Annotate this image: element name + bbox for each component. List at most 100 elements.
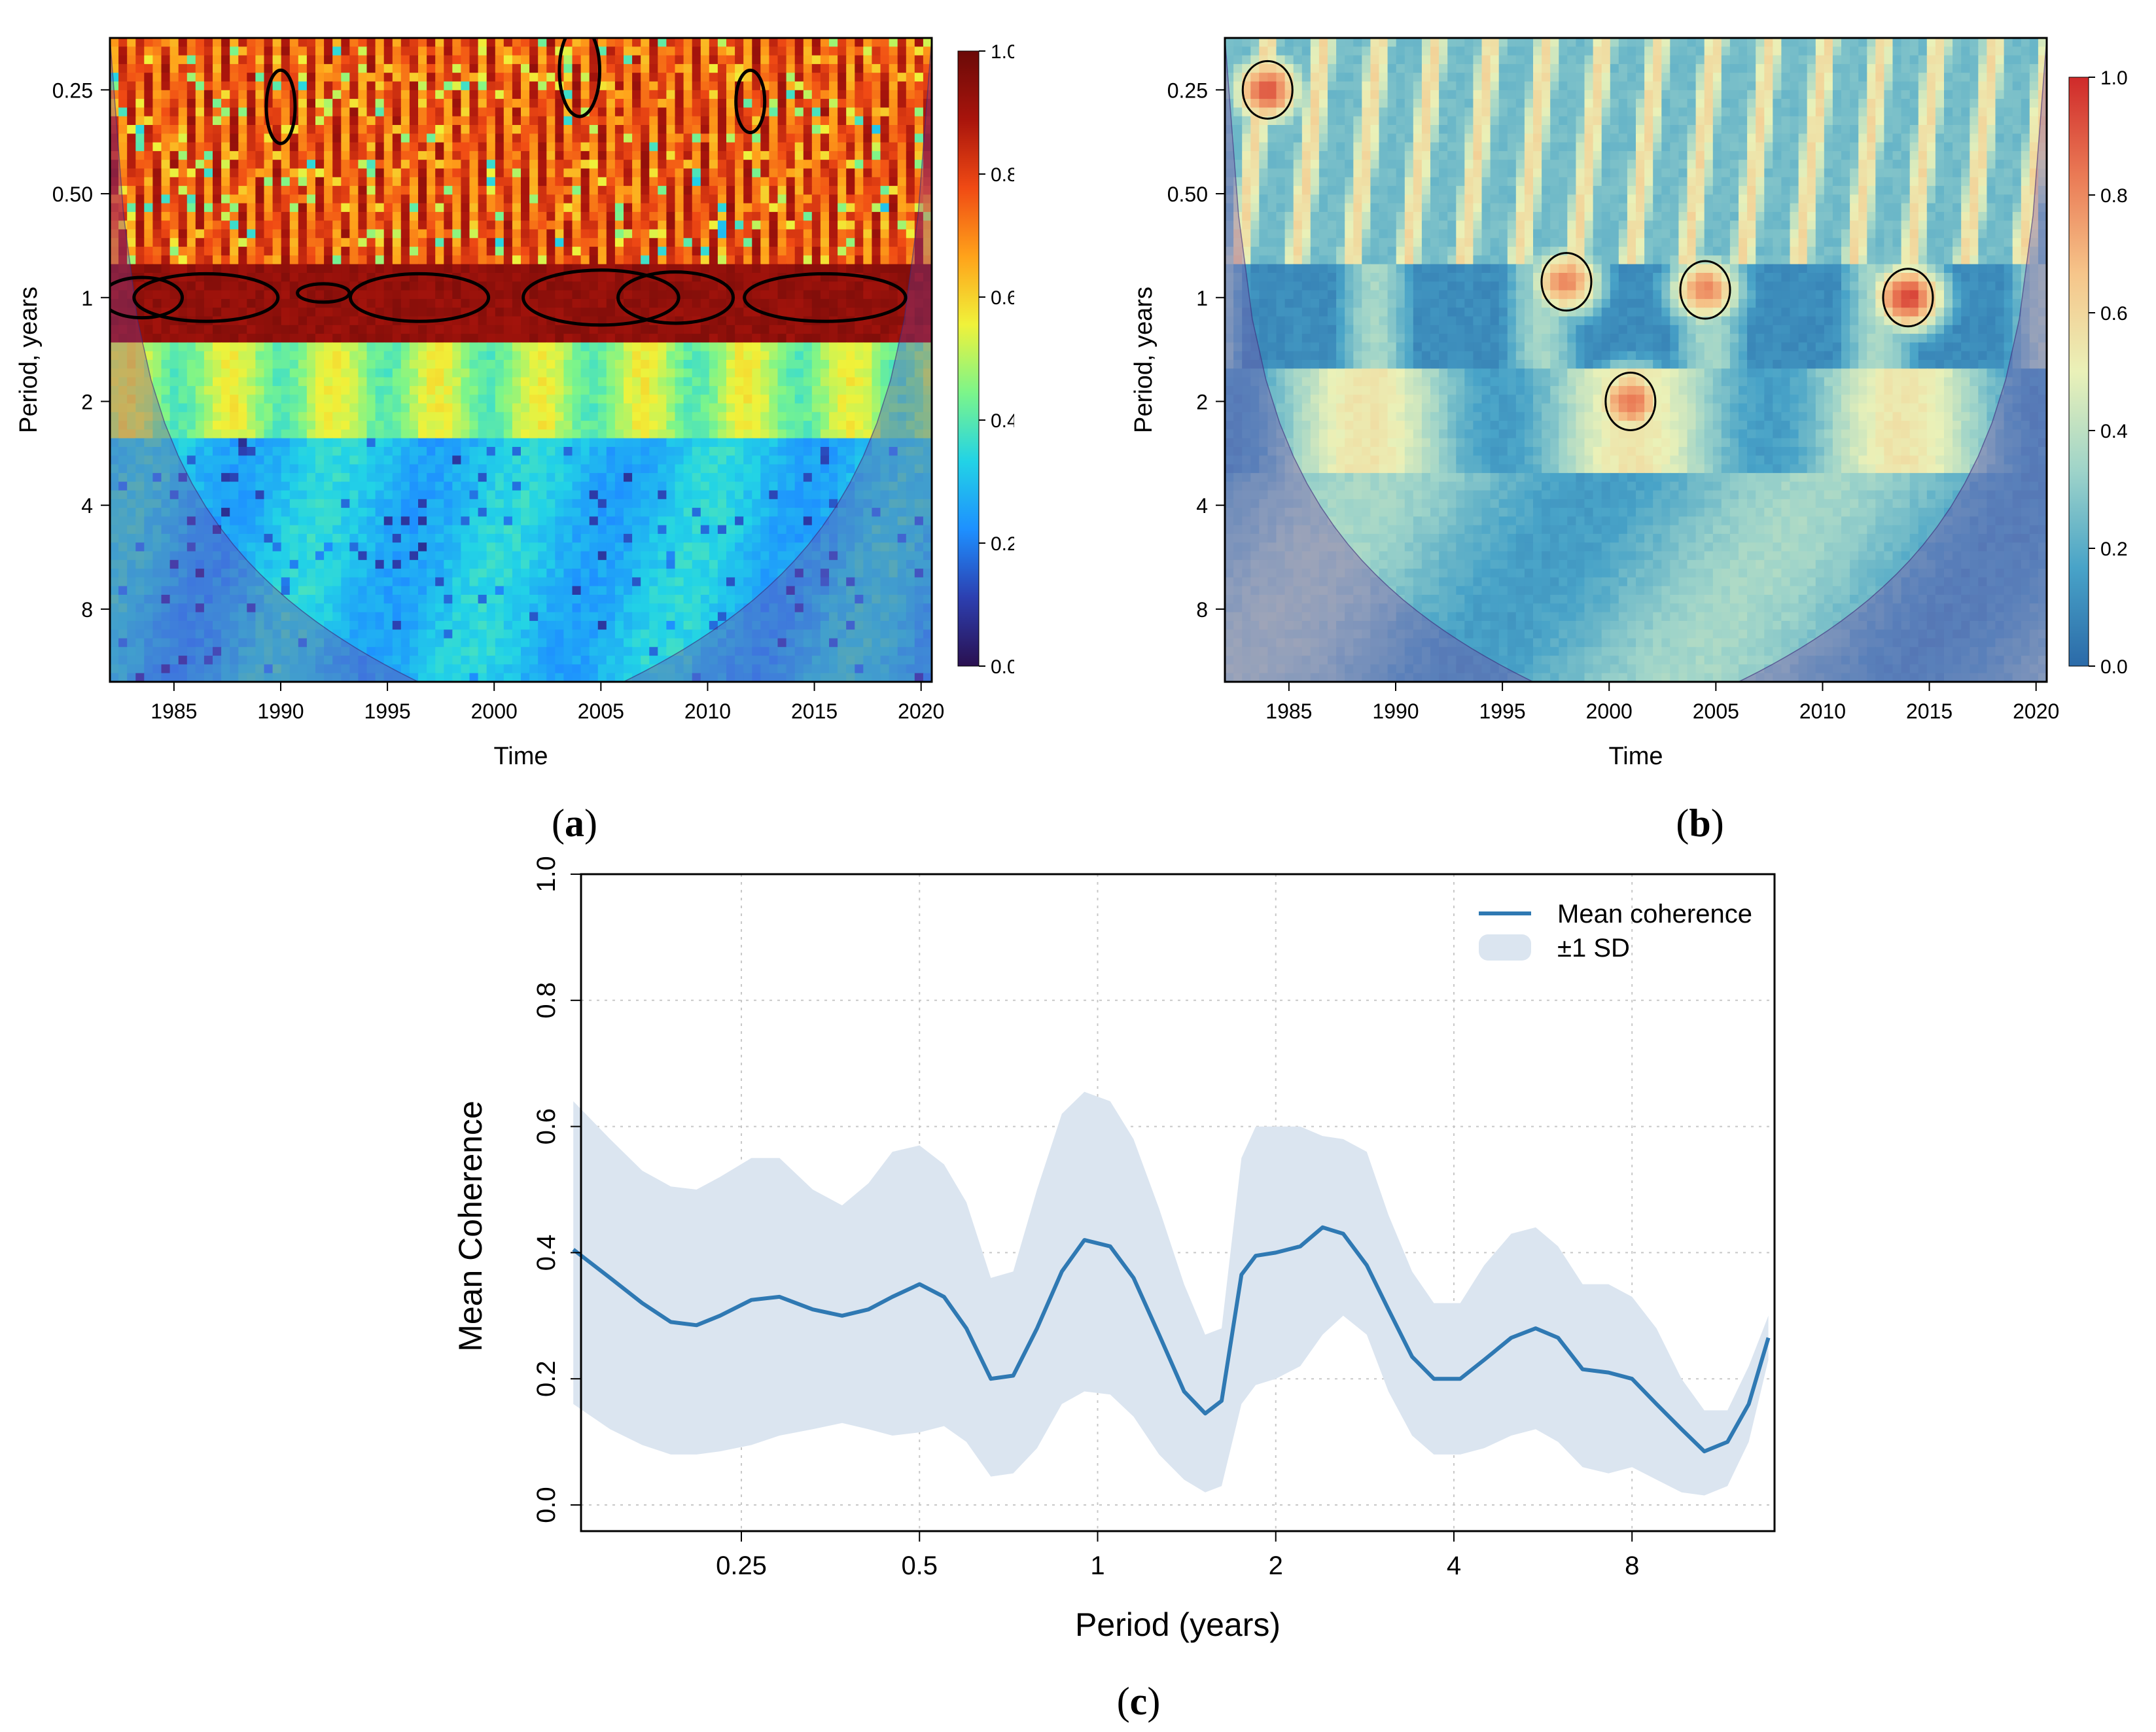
heatmap-cell bbox=[452, 177, 462, 186]
heatmap-cell bbox=[717, 438, 727, 448]
heatmap-cell bbox=[281, 125, 291, 135]
heatmap-cell bbox=[597, 482, 607, 491]
heatmap-cell bbox=[409, 429, 419, 439]
heatmap-cell bbox=[383, 160, 393, 169]
heatmap-cell bbox=[383, 125, 393, 135]
heatmap-cell bbox=[803, 125, 813, 135]
heatmap-cell bbox=[127, 334, 137, 344]
heatmap-cell bbox=[777, 238, 787, 247]
heatmap-cell bbox=[846, 211, 856, 221]
heatmap-cell bbox=[658, 46, 667, 56]
heatmap-cell bbox=[478, 273, 487, 283]
heatmap-cell bbox=[863, 482, 873, 491]
heatmap-cell bbox=[247, 368, 256, 378]
heatmap-cell bbox=[383, 116, 393, 126]
heatmap-cell bbox=[597, 298, 607, 308]
heatmap-cell bbox=[118, 464, 128, 474]
heatmap-cell bbox=[306, 447, 316, 457]
heatmap-cell bbox=[178, 447, 188, 457]
heatmap-cell bbox=[444, 385, 453, 395]
heatmap-cell bbox=[118, 238, 128, 247]
heatmap-cell bbox=[666, 55, 676, 65]
heatmap-cell bbox=[203, 133, 213, 143]
heatmap-cell bbox=[863, 107, 873, 117]
heatmap-cell bbox=[897, 168, 907, 178]
heatmap-cell bbox=[546, 90, 556, 99]
heatmap-cell bbox=[469, 38, 479, 48]
heatmap-cell bbox=[118, 334, 128, 344]
heatmap-cell bbox=[649, 99, 659, 109]
heatmap-cell bbox=[247, 281, 256, 291]
heatmap-cell bbox=[872, 247, 881, 256]
heatmap-cell bbox=[717, 472, 727, 482]
heatmap-cell bbox=[495, 116, 504, 126]
heatmap-cell bbox=[914, 211, 924, 221]
heatmap-cell bbox=[803, 351, 813, 361]
heatmap-cell bbox=[786, 221, 796, 230]
heatmap-cell bbox=[315, 116, 325, 126]
heatmap-cell bbox=[555, 99, 565, 109]
panel-a: 0.25 0.50 1 2 4 8 1985 1990 1995 2000 2005 2010 201… bbox=[0, 0, 1018, 818]
heatmap-cell bbox=[444, 334, 453, 344]
heatmap-cell bbox=[444, 211, 453, 221]
heatmap-cell bbox=[641, 438, 650, 448]
heatmap-cell bbox=[846, 168, 856, 178]
heatmap-cell bbox=[641, 464, 650, 474]
heatmap-cell bbox=[375, 90, 385, 99]
heatmap-cell bbox=[203, 264, 213, 274]
heatmap-cell bbox=[538, 46, 548, 56]
heatmap-cell bbox=[521, 238, 530, 247]
heatmap-cell bbox=[135, 472, 145, 482]
heatmap-cell bbox=[794, 203, 804, 213]
heatmap-cell bbox=[683, 308, 693, 317]
heatmap-cell bbox=[641, 472, 650, 482]
heatmap-cell bbox=[127, 160, 137, 169]
heatmap-cell bbox=[760, 429, 770, 439]
heatmap-cell bbox=[349, 412, 359, 421]
heatmap-cell bbox=[144, 490, 154, 500]
heatmap-cell bbox=[332, 429, 342, 439]
heatmap-cell bbox=[461, 194, 470, 204]
heatmap-cell bbox=[538, 73, 548, 82]
heatmap-cell bbox=[366, 160, 376, 169]
heatmap-cell bbox=[838, 81, 847, 91]
heatmap-cell bbox=[597, 290, 607, 300]
heatmap-cell bbox=[203, 472, 213, 482]
heatmap-cell bbox=[452, 81, 462, 91]
heatmap-cell bbox=[444, 142, 453, 152]
heatmap-cell bbox=[400, 377, 410, 387]
heatmap-cell bbox=[427, 412, 436, 421]
heatmap-cell bbox=[803, 90, 813, 99]
heatmap-cell bbox=[811, 342, 821, 352]
heatmap-cell bbox=[213, 133, 222, 143]
heatmap-cell bbox=[649, 298, 659, 308]
heatmap-cell bbox=[546, 438, 556, 448]
heatmap-cell bbox=[597, 255, 607, 265]
heatmap-cell bbox=[889, 133, 898, 143]
heatmap-cell bbox=[589, 273, 599, 283]
heatmap-cell bbox=[641, 412, 650, 421]
heatmap-cell bbox=[161, 73, 171, 82]
heatmap-cell bbox=[478, 46, 487, 56]
heatmap-cell bbox=[444, 116, 453, 126]
heatmap-cell bbox=[717, 298, 727, 308]
heatmap-cell bbox=[855, 472, 864, 482]
heatmap-cell bbox=[624, 229, 633, 239]
heatmap-cell bbox=[846, 90, 856, 99]
heatmap-cell bbox=[838, 385, 847, 395]
heatmap-cell bbox=[649, 133, 659, 143]
heatmap-cell bbox=[820, 63, 830, 73]
heatmap-cell bbox=[281, 368, 291, 378]
heatmap-cell bbox=[580, 194, 590, 204]
heatmap-cell bbox=[803, 308, 813, 317]
heatmap-cell bbox=[427, 264, 436, 274]
heatmap-cell bbox=[418, 73, 427, 82]
heatmap-cell bbox=[777, 221, 787, 230]
heatmap-cell bbox=[872, 403, 881, 413]
heatmap-cell bbox=[838, 412, 847, 421]
heatmap-cell bbox=[349, 308, 359, 317]
heatmap-cell bbox=[281, 464, 291, 474]
heatmap-cell bbox=[392, 160, 402, 169]
heatmap-cell bbox=[238, 38, 248, 48]
heatmap-cell bbox=[435, 395, 445, 404]
